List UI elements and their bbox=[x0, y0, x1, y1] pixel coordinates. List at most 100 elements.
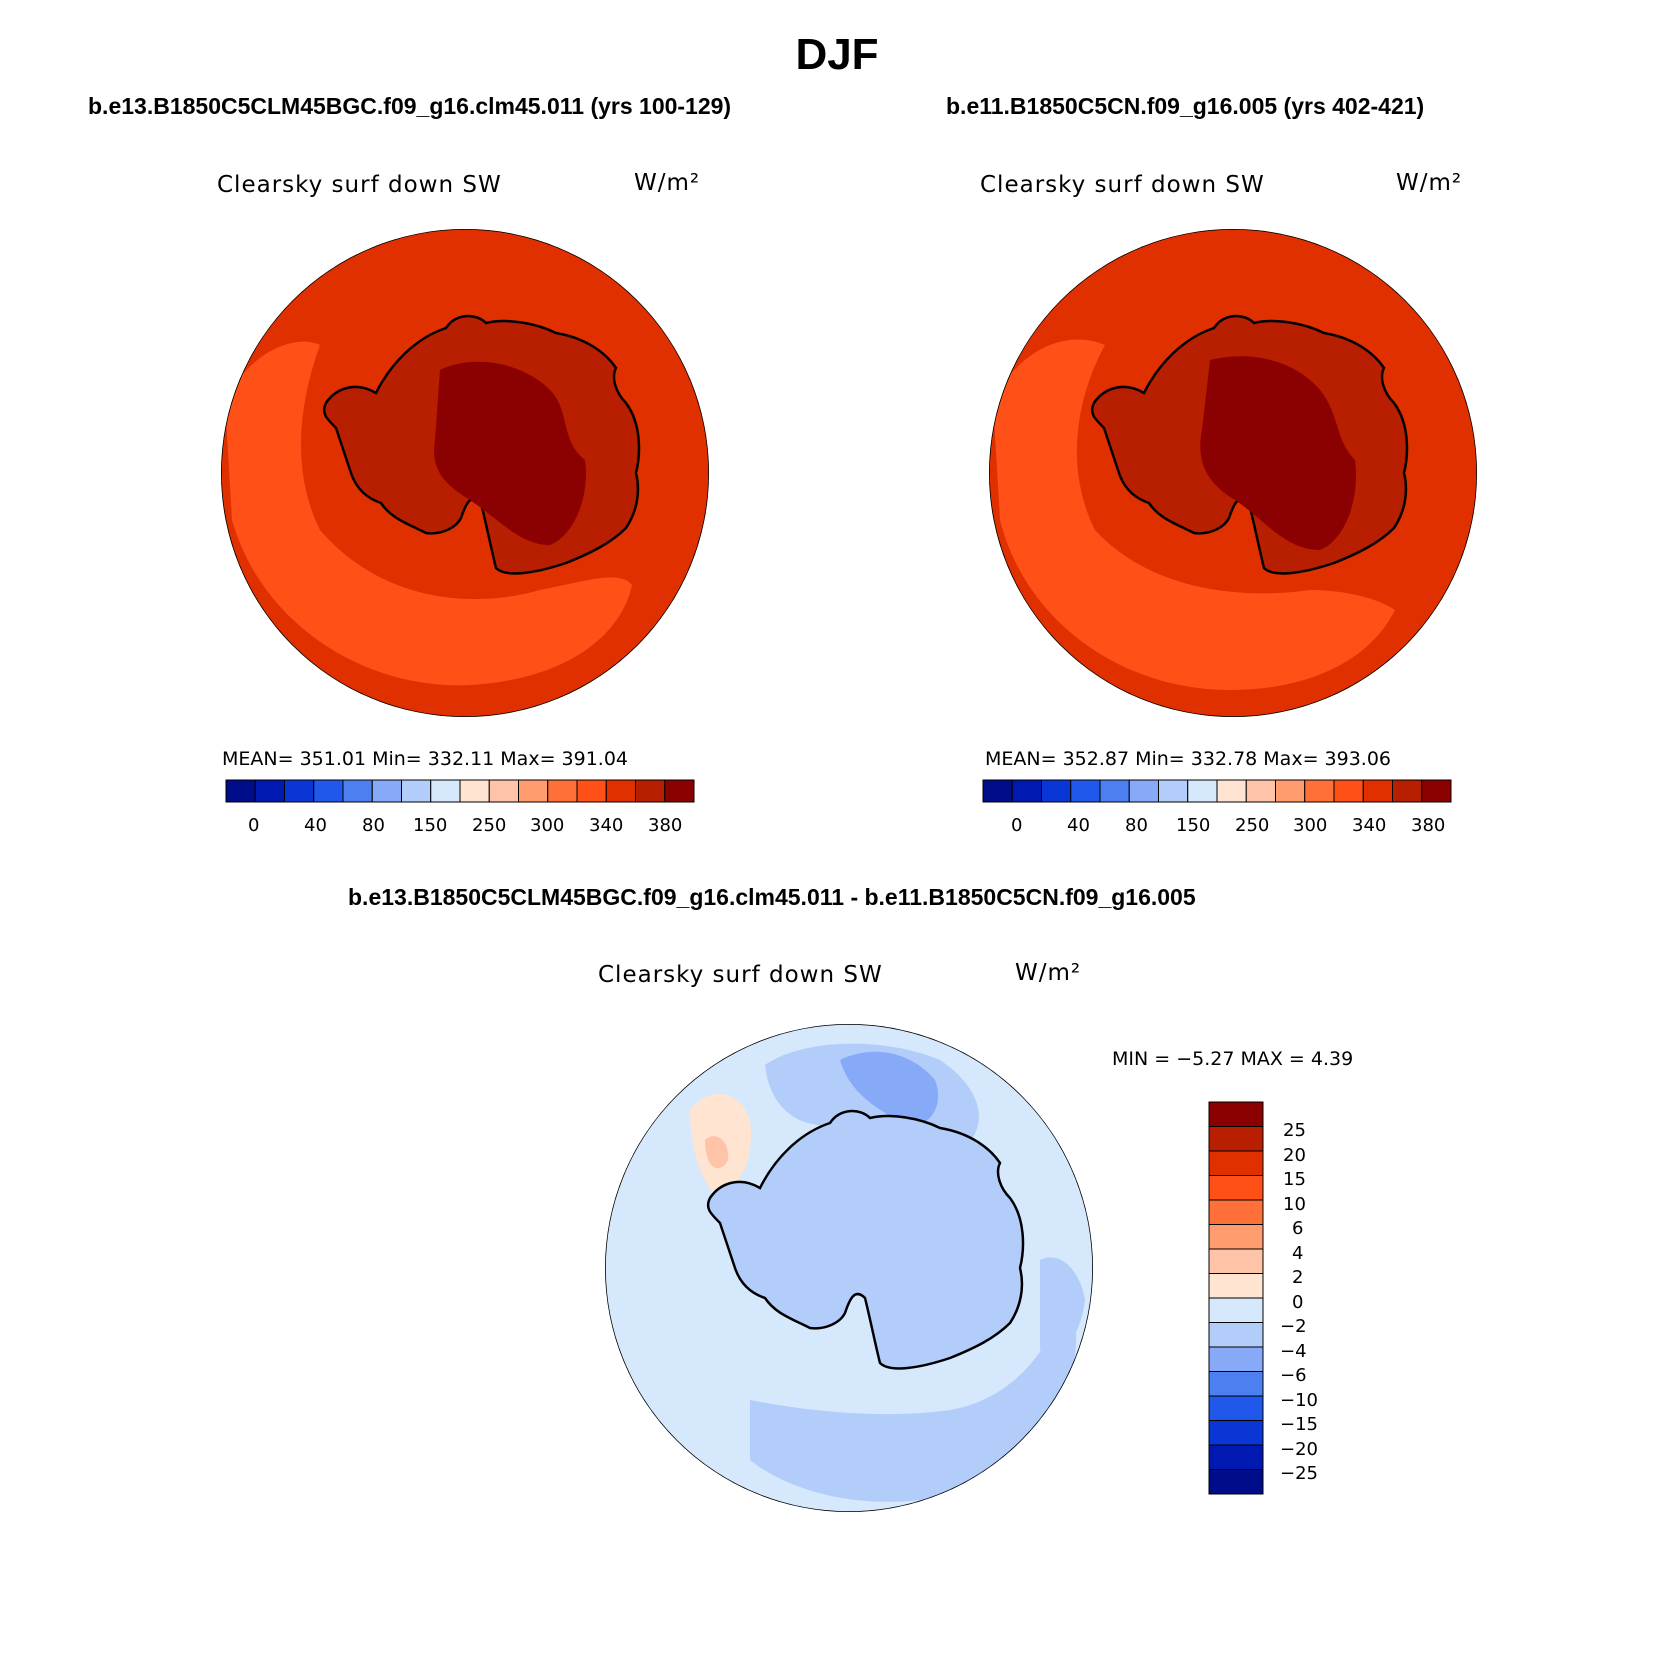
left-stats-label: MEAN= 351.01 Min= 332.11 Max= 391.04 bbox=[222, 748, 629, 770]
right-tick: 0 bbox=[1011, 815, 1023, 836]
colorbar-swatch bbox=[1208, 1150, 1264, 1176]
right-tick: 40 bbox=[1067, 815, 1090, 836]
colorbar-swatch bbox=[635, 779, 666, 803]
colorbar-swatch bbox=[1208, 1469, 1264, 1495]
colorbar-swatch bbox=[1208, 1101, 1264, 1127]
diff-stats-label: MIN = −5.27 MAX = 4.39 bbox=[1112, 1048, 1354, 1070]
right-tick: 250 bbox=[1235, 815, 1270, 836]
right-ocean-band bbox=[993, 339, 1395, 690]
right-variable-label: Clearsky surf down SW bbox=[980, 172, 1265, 198]
colorbar-swatch bbox=[1208, 1199, 1264, 1225]
right-tick: 80 bbox=[1125, 815, 1148, 836]
diff-tick: 10 bbox=[1283, 1194, 1306, 1215]
right-stats-label: MEAN= 352.87 Min= 332.78 Max= 393.06 bbox=[985, 748, 1392, 770]
diff-tick: 6 bbox=[1292, 1218, 1304, 1239]
diff-tick: 2 bbox=[1292, 1267, 1304, 1288]
right-colorbar bbox=[982, 779, 1452, 803]
diff-variable-label: Clearsky surf down SW bbox=[598, 962, 883, 988]
colorbar-swatch bbox=[342, 779, 373, 803]
colorbar-swatch bbox=[1208, 1420, 1264, 1446]
left-plateau bbox=[434, 361, 586, 545]
colorbar-swatch bbox=[1304, 779, 1335, 803]
right-tick: 340 bbox=[1352, 815, 1387, 836]
diff-warm-area bbox=[705, 1136, 729, 1169]
colorbar-swatch bbox=[1392, 779, 1423, 803]
diff-tick: −6 bbox=[1280, 1365, 1307, 1386]
diff-cool-area bbox=[750, 1290, 1077, 1502]
diff-tick: −15 bbox=[1280, 1414, 1318, 1435]
colorbar-swatch bbox=[1128, 779, 1159, 803]
diff-colorbar bbox=[1208, 1101, 1264, 1495]
left-units-label: W/m² bbox=[634, 170, 701, 196]
colorbar-swatch bbox=[1208, 1346, 1264, 1372]
colorbar-swatch bbox=[1158, 779, 1189, 803]
colorbar-swatch bbox=[1187, 779, 1218, 803]
diff-units-label: W/m² bbox=[1015, 960, 1082, 986]
colorbar-swatch bbox=[982, 779, 1013, 803]
left-ocean-band bbox=[225, 341, 632, 686]
left-tick: 300 bbox=[530, 815, 565, 836]
left-map bbox=[221, 229, 709, 717]
diff-tick: −4 bbox=[1280, 1341, 1307, 1362]
diff-tick: −20 bbox=[1280, 1439, 1318, 1460]
colorbar-swatch bbox=[605, 779, 636, 803]
left-tick: 150 bbox=[413, 815, 448, 836]
colorbar-swatch bbox=[1208, 1126, 1264, 1152]
diff-tick: −2 bbox=[1280, 1316, 1307, 1337]
diff-tick: −10 bbox=[1280, 1390, 1318, 1411]
colorbar-swatch bbox=[284, 779, 315, 803]
diff-tick: 15 bbox=[1283, 1169, 1306, 1190]
colorbar-swatch bbox=[459, 779, 490, 803]
right-map bbox=[989, 229, 1477, 717]
right-tick: 380 bbox=[1411, 815, 1446, 836]
colorbar-swatch bbox=[664, 779, 695, 803]
colorbar-swatch bbox=[1041, 779, 1072, 803]
diff-tick: 0 bbox=[1292, 1292, 1304, 1313]
colorbar-swatch bbox=[1216, 779, 1247, 803]
diff-tick: 4 bbox=[1292, 1243, 1304, 1264]
diff-cool-area bbox=[1040, 1257, 1085, 1353]
colorbar-swatch bbox=[1208, 1297, 1264, 1323]
colorbar-swatch bbox=[1208, 1175, 1264, 1201]
colorbar-swatch bbox=[254, 779, 285, 803]
left-panel-title: b.e13.B1850C5CLM45BGC.f09_g16.clm45.011 … bbox=[88, 93, 732, 119]
colorbar-swatch bbox=[1421, 779, 1452, 803]
colorbar-swatch bbox=[1208, 1224, 1264, 1250]
colorbar-swatch bbox=[225, 779, 256, 803]
colorbar-swatch bbox=[1070, 779, 1101, 803]
left-tick: 250 bbox=[472, 815, 507, 836]
diff-map bbox=[605, 1024, 1093, 1512]
colorbar-swatch bbox=[430, 779, 461, 803]
right-plateau bbox=[1200, 356, 1356, 550]
colorbar-swatch bbox=[488, 779, 519, 803]
colorbar-swatch bbox=[1208, 1248, 1264, 1274]
colorbar-swatch bbox=[1011, 779, 1042, 803]
colorbar-swatch bbox=[1208, 1322, 1264, 1348]
right-tick: 300 bbox=[1293, 815, 1328, 836]
left-tick: 80 bbox=[362, 815, 385, 836]
left-tick: 340 bbox=[589, 815, 624, 836]
right-panel-title: b.e11.B1850C5CN.f09_g16.005 (yrs 402-421… bbox=[946, 93, 1425, 119]
colorbar-swatch bbox=[371, 779, 402, 803]
colorbar-swatch bbox=[1275, 779, 1306, 803]
right-units-label: W/m² bbox=[1396, 170, 1463, 196]
colorbar-swatch bbox=[1208, 1371, 1264, 1397]
colorbar-swatch bbox=[1333, 779, 1364, 803]
colorbar-swatch bbox=[576, 779, 607, 803]
figure-title: DJF bbox=[795, 30, 879, 79]
colorbar-swatch bbox=[1208, 1395, 1264, 1421]
left-tick: 380 bbox=[648, 815, 683, 836]
left-tick: 0 bbox=[248, 815, 260, 836]
left-colorbar bbox=[225, 779, 695, 803]
diff-tick: −25 bbox=[1280, 1463, 1318, 1484]
diff-tick: 25 bbox=[1283, 1120, 1306, 1141]
diff-cool-area bbox=[840, 1051, 939, 1126]
colorbar-swatch bbox=[401, 779, 432, 803]
colorbar-swatch bbox=[547, 779, 578, 803]
colorbar-swatch bbox=[1245, 779, 1276, 803]
colorbar-swatch bbox=[313, 779, 344, 803]
right-tick: 150 bbox=[1176, 815, 1211, 836]
left-variable-label: Clearsky surf down SW bbox=[217, 172, 502, 198]
colorbar-swatch bbox=[518, 779, 549, 803]
